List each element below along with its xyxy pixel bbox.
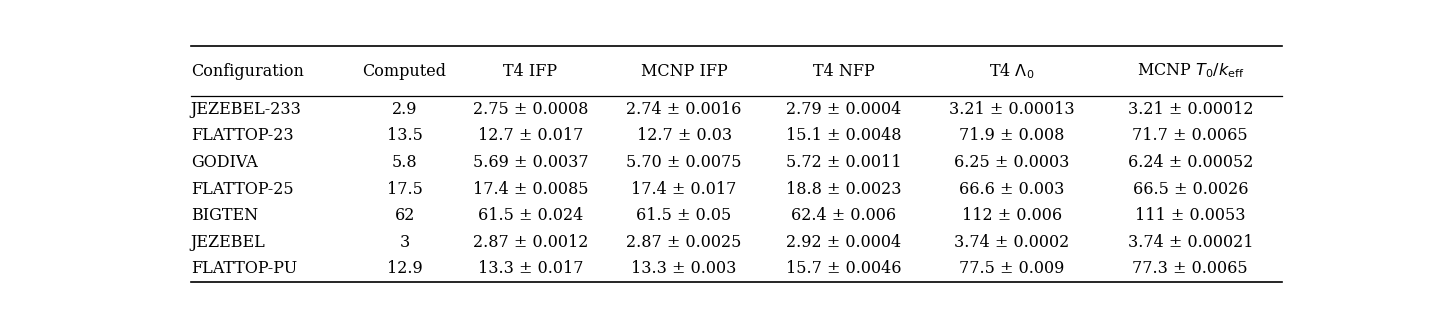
Text: 13.5: 13.5 xyxy=(387,127,422,144)
Text: 17.4 ± 0.017: 17.4 ± 0.017 xyxy=(631,181,737,198)
Text: 15.7 ± 0.0046: 15.7 ± 0.0046 xyxy=(786,260,901,277)
Text: Configuration: Configuration xyxy=(191,63,303,79)
Text: 6.24 ± 0.00052: 6.24 ± 0.00052 xyxy=(1128,154,1253,171)
Text: 62.4 ± 0.006: 62.4 ± 0.006 xyxy=(790,207,895,224)
Text: 17.5: 17.5 xyxy=(387,181,422,198)
Text: FLATTOP-PU: FLATTOP-PU xyxy=(191,260,297,277)
Text: 18.8 ± 0.0023: 18.8 ± 0.0023 xyxy=(786,181,901,198)
Text: T4 NFP: T4 NFP xyxy=(812,63,874,79)
Text: 5.72 ± 0.0011: 5.72 ± 0.0011 xyxy=(786,154,901,171)
Text: 2.9: 2.9 xyxy=(392,101,417,118)
Text: 111 ± 0.0053: 111 ± 0.0053 xyxy=(1135,207,1246,224)
Text: 71.7 ± 0.0065: 71.7 ± 0.0065 xyxy=(1132,127,1249,144)
Text: T4 IFP: T4 IFP xyxy=(503,63,558,79)
Text: 17.4 ± 0.0085: 17.4 ± 0.0085 xyxy=(473,181,588,198)
Text: JEZEBEL: JEZEBEL xyxy=(191,234,266,251)
Text: 3: 3 xyxy=(399,234,410,251)
Text: 61.5 ± 0.024: 61.5 ± 0.024 xyxy=(479,207,583,224)
Text: MCNP IFP: MCNP IFP xyxy=(641,63,727,79)
Text: 77.3 ± 0.0065: 77.3 ± 0.0065 xyxy=(1132,260,1249,277)
Text: 62: 62 xyxy=(394,207,415,224)
Text: 66.5 ± 0.0026: 66.5 ± 0.0026 xyxy=(1132,181,1249,198)
Text: 3.21 ± 0.00013: 3.21 ± 0.00013 xyxy=(950,101,1075,118)
Text: 5.69 ± 0.0037: 5.69 ± 0.0037 xyxy=(473,154,588,171)
Text: 3.74 ± 0.00021: 3.74 ± 0.00021 xyxy=(1128,234,1253,251)
Text: 5.70 ± 0.0075: 5.70 ± 0.0075 xyxy=(627,154,741,171)
Text: 71.9 ± 0.008: 71.9 ± 0.008 xyxy=(960,127,1065,144)
Text: T4 $\Lambda_0$: T4 $\Lambda_0$ xyxy=(990,61,1035,81)
Text: 61.5 ± 0.05: 61.5 ± 0.05 xyxy=(637,207,731,224)
Text: 13.3 ± 0.003: 13.3 ± 0.003 xyxy=(631,260,737,277)
Text: BIGTEN: BIGTEN xyxy=(191,207,257,224)
Text: 2.75 ± 0.0008: 2.75 ± 0.0008 xyxy=(473,101,588,118)
Text: 12.9: 12.9 xyxy=(387,260,422,277)
Text: Computed: Computed xyxy=(362,63,447,79)
Text: 12.7 ± 0.017: 12.7 ± 0.017 xyxy=(477,127,583,144)
Text: 6.25 ± 0.0003: 6.25 ± 0.0003 xyxy=(954,154,1069,171)
Text: GODIVA: GODIVA xyxy=(191,154,257,171)
Text: 5.8: 5.8 xyxy=(392,154,417,171)
Text: 3.21 ± 0.00012: 3.21 ± 0.00012 xyxy=(1128,101,1253,118)
Text: FLATTOP-25: FLATTOP-25 xyxy=(191,181,293,198)
Text: 15.1 ± 0.0048: 15.1 ± 0.0048 xyxy=(786,127,901,144)
Text: 112 ± 0.006: 112 ± 0.006 xyxy=(961,207,1062,224)
Text: 66.6 ± 0.003: 66.6 ± 0.003 xyxy=(960,181,1065,198)
Text: 2.87 ± 0.0012: 2.87 ± 0.0012 xyxy=(473,234,588,251)
Text: 13.3 ± 0.017: 13.3 ± 0.017 xyxy=(477,260,583,277)
Text: 2.87 ± 0.0025: 2.87 ± 0.0025 xyxy=(627,234,741,251)
Text: 2.92 ± 0.0004: 2.92 ± 0.0004 xyxy=(786,234,901,251)
Text: 77.5 ± 0.009: 77.5 ± 0.009 xyxy=(960,260,1065,277)
Text: 12.7 ± 0.03: 12.7 ± 0.03 xyxy=(637,127,731,144)
Text: 3.74 ± 0.0002: 3.74 ± 0.0002 xyxy=(954,234,1069,251)
Text: JEZEBEL-233: JEZEBEL-233 xyxy=(191,101,302,118)
Text: 2.79 ± 0.0004: 2.79 ± 0.0004 xyxy=(786,101,901,118)
Text: FLATTOP-23: FLATTOP-23 xyxy=(191,127,293,144)
Text: 2.74 ± 0.0016: 2.74 ± 0.0016 xyxy=(627,101,741,118)
Text: MCNP $T_0/k_{\rm eff}$: MCNP $T_0/k_{\rm eff}$ xyxy=(1137,62,1244,80)
